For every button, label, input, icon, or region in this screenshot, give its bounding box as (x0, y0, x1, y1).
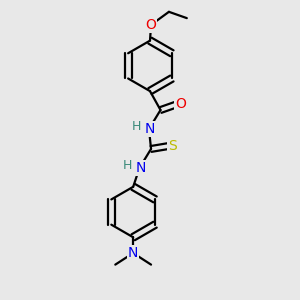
Text: O: O (146, 18, 157, 32)
Text: N: N (135, 161, 146, 175)
Text: N: N (128, 246, 138, 260)
Text: S: S (168, 139, 176, 153)
Text: H: H (123, 159, 132, 172)
Text: O: O (175, 97, 186, 111)
Text: N: N (145, 122, 155, 136)
Text: H: H (132, 120, 142, 134)
